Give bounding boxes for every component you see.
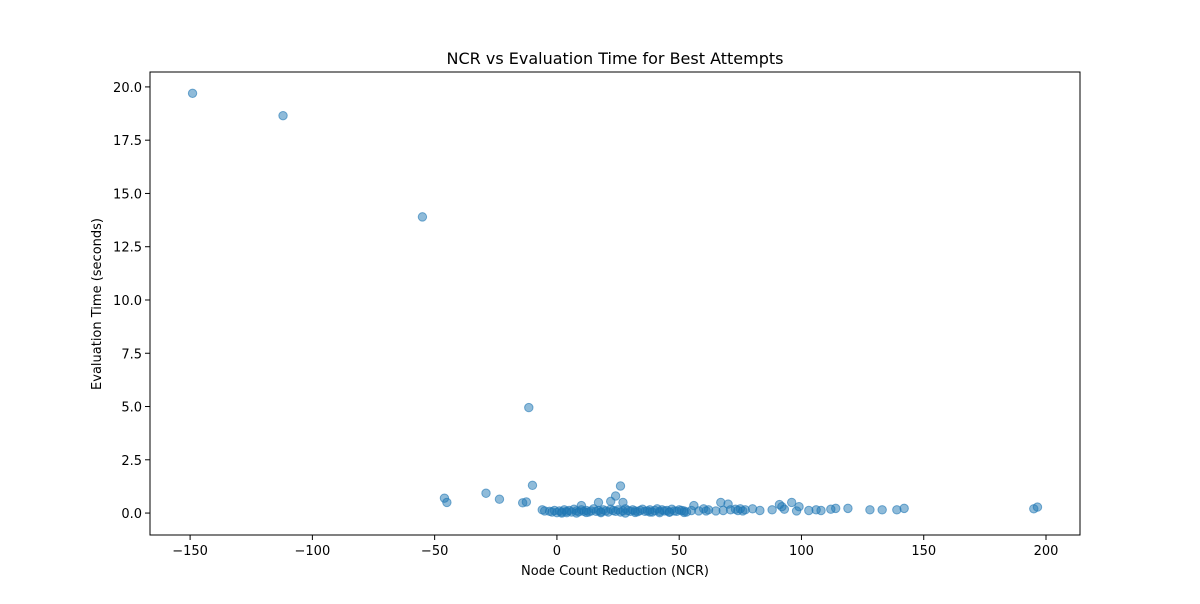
- y-tick-label: 12.5: [113, 241, 142, 256]
- scatter-point: [278, 110, 288, 121]
- y-tick-label: 5.0: [121, 401, 142, 416]
- y-tick-label: 15.0: [113, 187, 142, 202]
- scatter-point: [804, 505, 814, 516]
- scatter-point: [843, 503, 853, 514]
- scatter-point: [442, 497, 452, 508]
- scatter-point: [581, 507, 591, 518]
- scatter-point: [417, 212, 428, 222]
- scatter-point: [892, 505, 902, 515]
- x-tick-label: 0: [553, 544, 561, 559]
- scatter-point: [664, 507, 675, 517]
- scatter-point: [791, 506, 802, 516]
- x-axis-label: Node Count Reduction (NCR): [521, 564, 709, 579]
- x-tick-label: 200: [1034, 544, 1059, 559]
- scatter-point: [767, 505, 777, 515]
- scatter-point: [786, 497, 797, 508]
- scatter-point: [826, 504, 836, 514]
- plot-frame: [149, 71, 1081, 536]
- scatter-point: [615, 481, 626, 491]
- chart-title: NCR vs Evaluation Time for Best Attempts: [447, 49, 784, 68]
- y-tick-label: 7.5: [121, 347, 142, 362]
- scatter-point: [865, 505, 875, 515]
- scatter-point: [701, 506, 711, 516]
- x-tick-label: −50: [421, 544, 448, 559]
- y-axis-label: Evaluation Time (seconds): [90, 218, 105, 390]
- y-tick-label: 10.0: [113, 294, 142, 309]
- scatter-point: [481, 488, 491, 498]
- scatter-point: [524, 402, 534, 413]
- scatter-point: [187, 88, 198, 99]
- x-tick-label: 100: [789, 544, 814, 559]
- scatter-point: [630, 507, 640, 518]
- x-tick-label: −100: [295, 544, 331, 559]
- scatter-point: [527, 480, 538, 491]
- scatter-point: [571, 508, 582, 518]
- scatter-point: [596, 507, 606, 518]
- scatter-point: [645, 507, 655, 517]
- scatter-point: [738, 506, 748, 516]
- x-tick-label: 150: [911, 544, 936, 559]
- scatter-point: [877, 505, 887, 515]
- y-tick-label: 0.0: [121, 507, 142, 522]
- scatter-point: [521, 497, 532, 507]
- scatter-point: [1032, 502, 1043, 512]
- scatter-point: [777, 501, 787, 512]
- y-tick-label: 20.0: [113, 81, 142, 96]
- scatter-point: [654, 507, 665, 518]
- y-tick-label: 2.5: [121, 454, 142, 469]
- x-tick-label: −150: [172, 544, 208, 559]
- scatter-point: [562, 507, 572, 518]
- y-tick-label: 17.5: [113, 134, 142, 149]
- x-tick-label: 50: [671, 544, 688, 559]
- scatter-point: [679, 507, 689, 518]
- scatter-point: [606, 496, 616, 507]
- scatter-point: [494, 494, 505, 504]
- scatter-point: [620, 508, 631, 518]
